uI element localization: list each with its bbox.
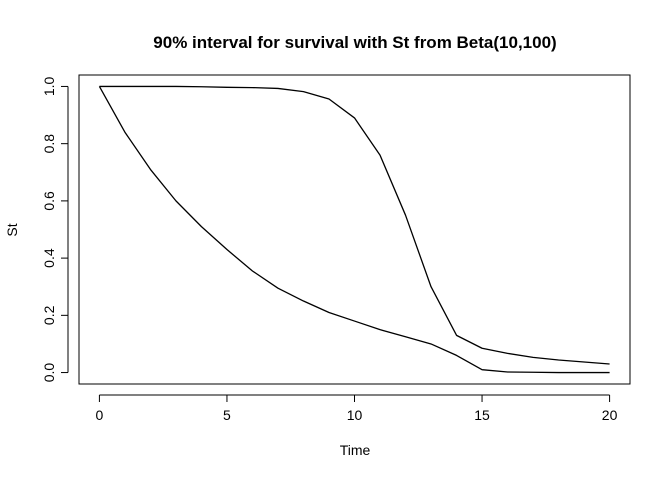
x-axis-label: Time — [340, 442, 371, 458]
y-tick-label: 0.6 — [41, 191, 57, 211]
y-tick-label: 0.8 — [41, 134, 57, 154]
y-axis: 0.0 0.2 0.4 0.6 0.8 1.0 — [41, 77, 69, 383]
x-tick-label: 15 — [474, 407, 490, 423]
x-axis: 0 5 10 15 20 — [96, 394, 618, 423]
y-tick-label: 0.2 — [41, 305, 57, 325]
plot-box — [78, 74, 631, 385]
y-tick-label: 1.0 — [41, 77, 57, 97]
y-tick-label: 0.0 — [41, 363, 57, 383]
y-axis-label: St — [4, 223, 20, 236]
chart-title: 90% interval for survival with St from B… — [153, 33, 556, 52]
lower-bound-line — [98, 86, 610, 374]
x-tick-label: 10 — [347, 407, 363, 423]
x-tick-label: 0 — [96, 407, 104, 423]
y-tick-label: 0.4 — [41, 248, 57, 268]
x-tick-label: 20 — [602, 407, 618, 423]
x-tick-label: 5 — [223, 407, 231, 423]
series-layer — [98, 85, 610, 374]
upper-bound-line — [99, 85, 610, 365]
